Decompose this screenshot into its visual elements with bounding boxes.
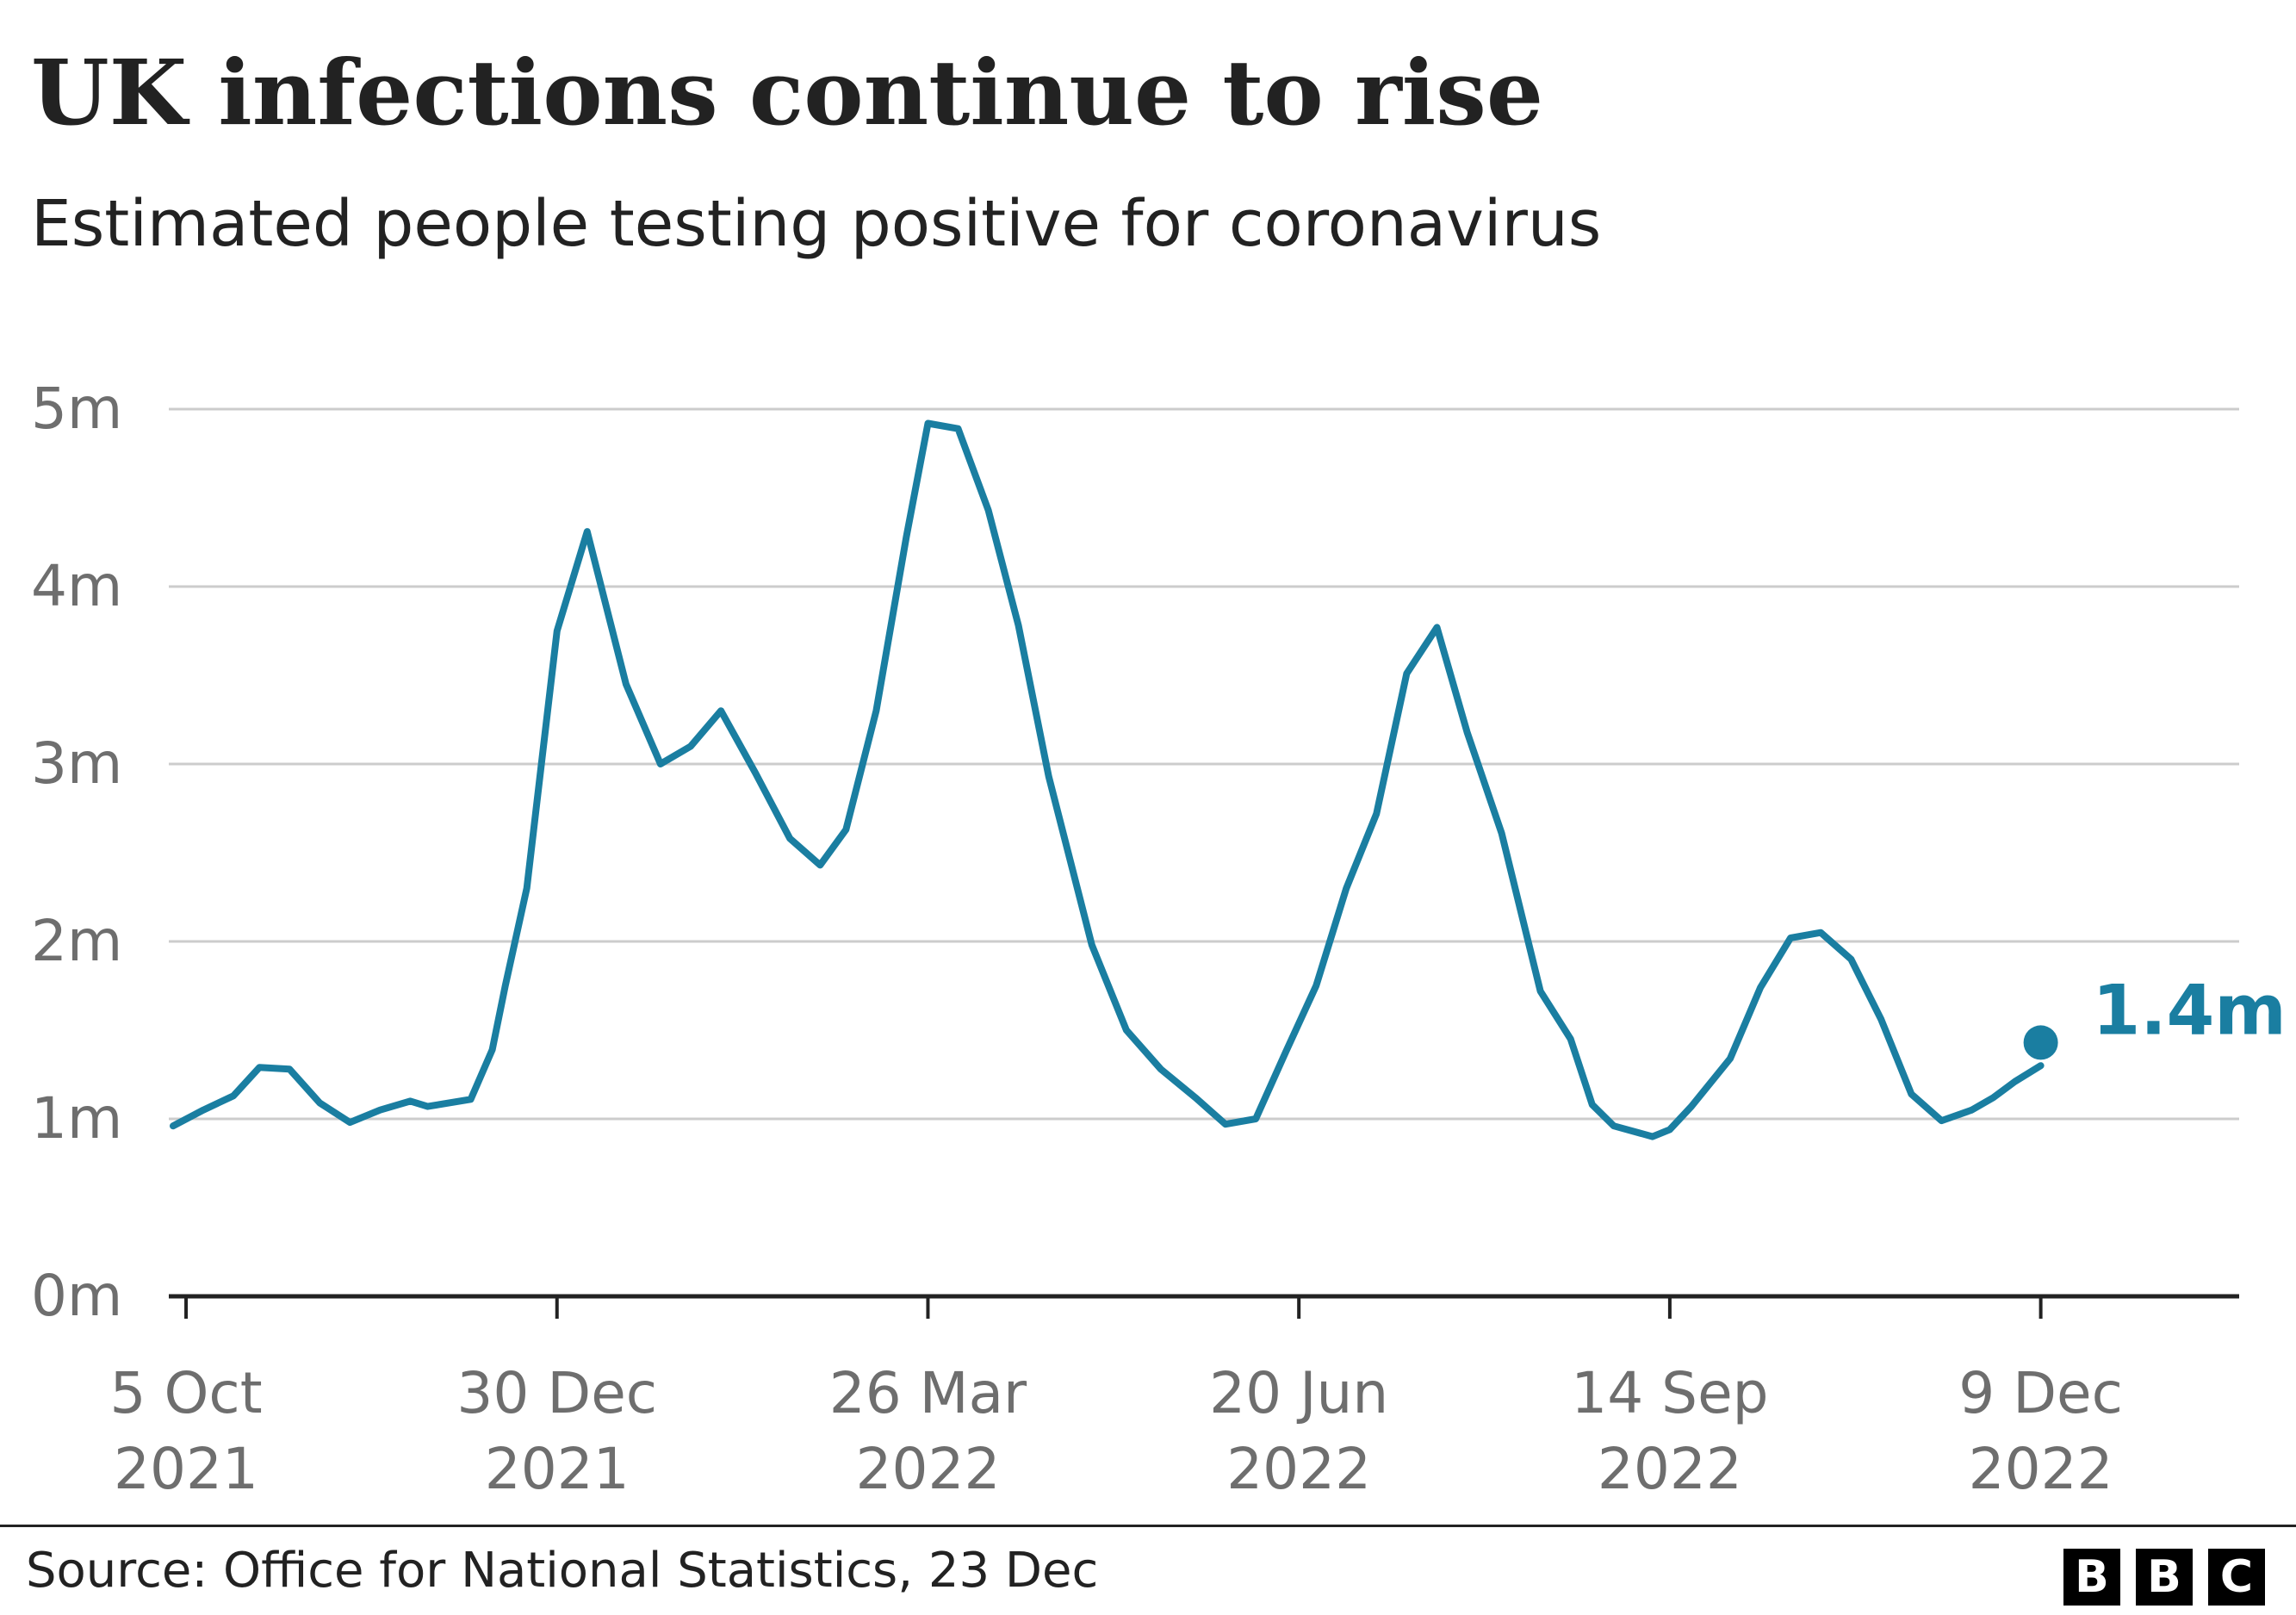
y-tick-label-3m: 3m (31, 730, 122, 797)
y-tick-label-1m: 1m (31, 1085, 122, 1152)
x-tick-label-2022-03-26: 26 Mar (829, 1360, 1027, 1426)
x-tick-year-2022-03-26: 2022 (855, 1436, 1000, 1502)
series-layer: 1.4m (170, 419, 2287, 1140)
x-tick-label-2021-12-30: 30 Dec (456, 1360, 657, 1426)
bbc-logo-letter-b2: B (2136, 1549, 2193, 1606)
latest-value-label: 1.4m (2093, 970, 2287, 1050)
x-tick-year-2022-12-09: 2022 (1969, 1436, 2113, 1502)
x-tick-label-2022-06-20: 20 Jun (1209, 1360, 1388, 1426)
x-tick-year-2022-09-14: 2022 (1598, 1436, 1742, 1502)
series-line-0 (170, 419, 2045, 1140)
bbc-logo-letter-b1: B (2063, 1549, 2120, 1606)
x-tick-year-2022-06-20: 2022 (1226, 1436, 1371, 1502)
y-tick-label-0m: 0m (31, 1263, 122, 1329)
x-axis-ticks: 5 Oct 2021 30 Dec 2021 26 Mar 2022 20 Jun 2022 1… (109, 1296, 2123, 1502)
x-tick-year-2021-12-30: 2021 (485, 1436, 630, 1502)
x-tick-label-2021-10-05: 5 Oct (109, 1360, 262, 1426)
x-tick-year-2021-10-05: 2021 (114, 1436, 258, 1502)
x-tick-label-2022-09-14: 14 Sep (1571, 1360, 1768, 1426)
gridlines (169, 407, 2239, 1121)
latest-value-marker (2023, 1025, 2058, 1060)
y-tick-label-5m: 5m (31, 376, 122, 442)
chart-subtitle: Estimated people testing positive for co… (31, 187, 1602, 261)
y-tick-label-4m: 4m (31, 553, 122, 619)
y-tick-label-2m: 2m (31, 908, 122, 974)
source-note: Source: Office for National Statistics, … (26, 1543, 1099, 1599)
bbc-logo-letter-c: C (2208, 1549, 2265, 1606)
x-tick-label-2022-12-09: 9 Dec (1958, 1360, 2123, 1426)
chart-title: UK infections continue to rise (31, 40, 1544, 146)
footer-divider (0, 1525, 2296, 1527)
y-axis-tick-labels: 0m 1m 2m 3m 4m 5m (31, 376, 122, 1329)
